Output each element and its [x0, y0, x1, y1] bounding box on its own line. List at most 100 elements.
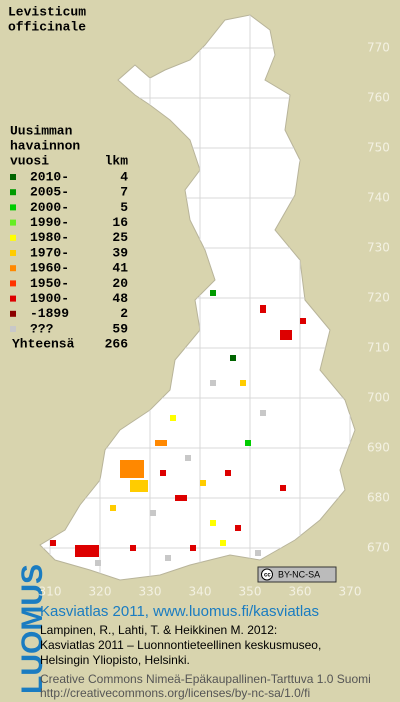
title: officinale	[8, 19, 86, 34]
observation	[160, 470, 166, 476]
citation: Helsingin Yliopisto, Helsinki.	[40, 653, 190, 667]
legend-count-header: lkm	[105, 153, 129, 168]
legend-header: havainnon	[10, 138, 80, 153]
legend-label: 1970-	[30, 245, 69, 260]
observation	[300, 318, 306, 324]
legend-header: Uusimman	[10, 123, 73, 138]
license-url[interactable]: http://creativecommons.org/licenses/by-n…	[40, 686, 310, 700]
legend-swatch	[10, 326, 16, 332]
legend-total: 266	[105, 337, 129, 352]
x-tick-label: 360	[289, 585, 312, 599]
legend-swatch	[10, 204, 16, 211]
y-tick-label: 740	[367, 191, 390, 205]
y-tick-label: 770	[367, 41, 390, 55]
footer-link[interactable]: Kasviatlas 2011, www.luomus.fi/kasviatla…	[40, 603, 319, 620]
svg-text:cc: cc	[264, 573, 271, 579]
legend-count: 39	[112, 245, 128, 260]
x-tick-label: 350	[239, 585, 262, 599]
legend-swatch	[10, 174, 16, 180]
legend-label: 1980-	[30, 230, 69, 245]
x-tick-label: 320	[89, 585, 112, 599]
observation	[200, 480, 206, 486]
y-tick-label: 730	[367, 241, 390, 255]
observation	[280, 485, 286, 491]
legend-swatch	[10, 280, 16, 287]
legend-label: 1960-	[30, 261, 69, 276]
observation	[210, 380, 216, 386]
legend-label: 2005-	[30, 185, 69, 200]
observation	[175, 495, 187, 501]
observation	[255, 550, 261, 556]
y-tick-label: 700	[367, 391, 390, 405]
observation	[240, 380, 246, 386]
observation	[185, 455, 191, 461]
logo: LUOMUS	[16, 564, 49, 694]
legend-label: 1900-	[30, 291, 69, 306]
legend-count: 41	[112, 261, 128, 276]
x-tick-label: 330	[139, 585, 162, 599]
y-tick-label: 710	[367, 341, 390, 355]
observation	[130, 545, 136, 551]
x-tick-label: 340	[189, 585, 212, 599]
legend-label: 2010-	[30, 169, 69, 184]
x-tick-label: 370	[339, 585, 362, 599]
legend-count: 48	[112, 291, 128, 306]
y-tick-label: 690	[367, 441, 390, 455]
legend-label: 1950-	[30, 276, 69, 291]
observation	[280, 330, 292, 340]
observation	[75, 545, 99, 557]
observation	[190, 545, 196, 551]
legend-count: 5	[120, 200, 128, 215]
observation	[245, 440, 251, 446]
y-tick-label: 720	[367, 291, 390, 305]
legend-count: 7	[120, 185, 128, 200]
legend-swatch	[10, 265, 16, 272]
legend-count: 25	[112, 230, 128, 245]
observation	[50, 540, 56, 546]
observation	[150, 510, 156, 516]
y-tick-label: 680	[367, 491, 390, 505]
title: Levisticum	[8, 4, 86, 19]
legend-label: 2000-	[30, 200, 69, 215]
observation	[260, 410, 266, 416]
y-tick-label: 750	[367, 141, 390, 155]
observation	[130, 480, 148, 492]
y-tick-label: 760	[367, 91, 390, 105]
citation: Lampinen, R., Lahti, T. & Heikkinen M. 2…	[40, 623, 277, 637]
observation	[120, 460, 144, 478]
observation	[165, 555, 171, 561]
x-tick-label: 310	[39, 585, 62, 599]
legend-count: 59	[112, 321, 128, 336]
badge-text: BY-NC-SA	[278, 569, 320, 579]
legend-swatch	[10, 310, 16, 317]
legend: 2010- 4 2005- 7 2000- 5 1990- 16 1980- 25 1970- 39 1…	[10, 169, 129, 352]
observation	[225, 470, 231, 476]
legend-count: 4	[120, 169, 128, 184]
legend-count: 16	[112, 215, 128, 230]
observation	[230, 355, 236, 361]
observation	[210, 520, 216, 526]
legend-swatch	[10, 234, 16, 241]
legend-count: 2	[120, 306, 128, 321]
legend-label: -1899	[30, 306, 69, 321]
observation	[235, 525, 241, 531]
legend-label: ???	[30, 321, 54, 336]
legend-swatch	[10, 189, 16, 196]
observation	[220, 540, 226, 546]
observation	[210, 290, 216, 296]
legend-swatch	[10, 295, 16, 302]
license: Creative Commons Nimeä-Epäkaupallinen-Ta…	[40, 672, 371, 686]
legend-total-label: Yhteensä	[12, 337, 75, 352]
observation	[155, 440, 167, 446]
y-tick-label: 670	[367, 541, 390, 555]
observation-squares	[50, 290, 306, 566]
legend-header: vuosi	[10, 153, 49, 168]
observation	[110, 505, 116, 511]
legend-count: 20	[112, 276, 128, 291]
citation: Kasviatlas 2011 – Luonnontieteellinen ke…	[40, 638, 321, 652]
observation	[170, 415, 176, 421]
license-badge: cc BY-NC-SA	[257, 566, 337, 583]
legend-swatch	[10, 250, 16, 256]
